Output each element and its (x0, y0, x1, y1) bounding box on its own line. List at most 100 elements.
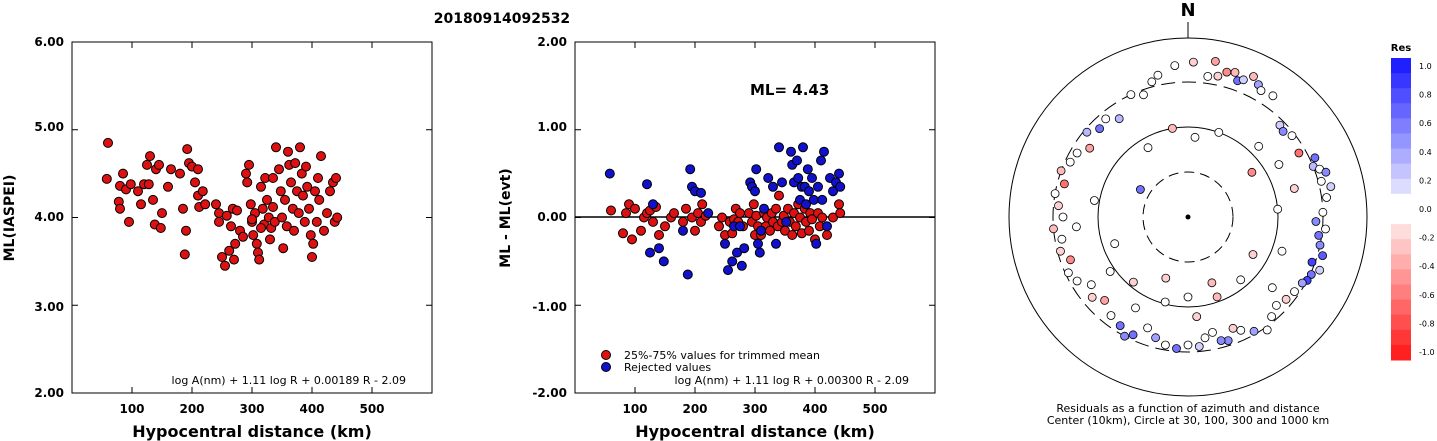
data-point (777, 177, 787, 188)
residual-point (1064, 268, 1073, 278)
data-point (627, 234, 637, 245)
residual-point (1239, 75, 1248, 85)
residual-point (1273, 204, 1283, 214)
residual-point (1249, 72, 1258, 81)
data-point (771, 203, 781, 214)
residual-point (1072, 222, 1081, 232)
colorbar-tick-label: -1.0 (1419, 348, 1435, 357)
data-point (197, 186, 208, 197)
residual-point (1136, 185, 1145, 194)
residual-point (1082, 127, 1092, 137)
colorbar-cell (1391, 269, 1411, 285)
data-point (280, 194, 290, 205)
data-point (143, 179, 154, 190)
data-point (804, 186, 814, 197)
panel-3: N Residuals as a function of azimuth and… (1008, 0, 1368, 427)
residual-point (1147, 77, 1157, 87)
panel-2-ytick: 2.00 (537, 35, 567, 49)
data-point (717, 212, 727, 223)
data-point (685, 164, 696, 175)
panel-2-yticks: -2.00 -1.00 0.00 1.00 2.00 (532, 35, 567, 400)
panel-2-xtick: 400 (802, 402, 827, 416)
data-point (756, 225, 766, 236)
residual-point (1153, 70, 1163, 80)
data-point (220, 260, 230, 271)
residual-point (1131, 303, 1140, 313)
data-point (811, 238, 822, 249)
data-point (214, 216, 224, 227)
residual-point (1322, 193, 1331, 202)
data-point (750, 186, 760, 197)
data-point (298, 190, 308, 201)
residual-point (1315, 265, 1325, 275)
ring-30km (1142, 171, 1234, 263)
residual-point (1161, 273, 1171, 283)
data-point (247, 214, 257, 225)
colorbar-cell (1391, 178, 1411, 195)
legend-blue-marker (601, 362, 611, 372)
panel-2-xtick: 100 (622, 402, 647, 416)
residual-point (1281, 294, 1291, 304)
colorbar-cell (1391, 163, 1411, 180)
data-point (727, 256, 738, 267)
data-point (142, 159, 152, 170)
residual-point (1321, 167, 1331, 177)
data-point (175, 168, 185, 179)
data-point (714, 221, 724, 232)
data-point (720, 238, 730, 249)
residual-point (1306, 270, 1316, 279)
residual-point (1172, 344, 1181, 353)
residual-point (1287, 131, 1297, 141)
colorbar-cell (1391, 284, 1411, 301)
residual-point (1085, 143, 1095, 153)
residual-point (1168, 123, 1177, 133)
residual-point (1057, 234, 1067, 244)
data-point (245, 199, 256, 210)
panel-2-ylabel: ML - ML(evt) (498, 168, 514, 267)
data-point (316, 151, 326, 162)
data-point (325, 186, 335, 197)
residual-point (1256, 86, 1266, 95)
data-point (178, 203, 188, 214)
legend-red-marker (601, 350, 611, 360)
data-point (732, 247, 742, 258)
colorbar-tick-label: 1.0 (1419, 62, 1432, 71)
panel-1-ytick: 6.00 (34, 35, 64, 49)
data-point (678, 225, 688, 236)
panel-1-xtick: 300 (239, 402, 264, 416)
residual-point (1236, 325, 1246, 335)
data-point (835, 181, 846, 192)
polar-caption-2: Center (10km), Circle at 30, 100, 300 an… (1047, 414, 1329, 427)
residual-point (1056, 166, 1066, 176)
colorbar-cell (1391, 254, 1411, 270)
residual-point (1228, 323, 1238, 333)
residual-point (1120, 331, 1129, 341)
data-point (645, 247, 655, 258)
colorbar-tick-label: -0.2 (1419, 234, 1435, 243)
data-point (148, 194, 158, 205)
data-point (226, 221, 236, 232)
data-point (283, 146, 293, 157)
colorbar-cell (1391, 103, 1411, 119)
residual-point (1170, 61, 1180, 70)
data-point (669, 208, 679, 219)
colorbar-cell (1391, 239, 1411, 255)
data-point (804, 225, 814, 236)
center-dot (1185, 214, 1191, 220)
residual-point (1161, 340, 1170, 350)
data-point (157, 208, 167, 219)
data-point (118, 168, 128, 179)
data-point (308, 238, 319, 249)
data-point (786, 146, 796, 157)
residual-point (1072, 148, 1082, 158)
residual-point (1065, 157, 1075, 167)
data-point (828, 212, 838, 223)
data-point (648, 216, 658, 227)
data-point (290, 158, 301, 169)
residual-point (1183, 292, 1193, 302)
panel-2-xticks: 100 200 300 400 500 (622, 402, 887, 416)
residual-point (1128, 330, 1138, 340)
data-point (807, 173, 817, 183)
data-point (286, 177, 296, 188)
data-point (802, 164, 813, 175)
